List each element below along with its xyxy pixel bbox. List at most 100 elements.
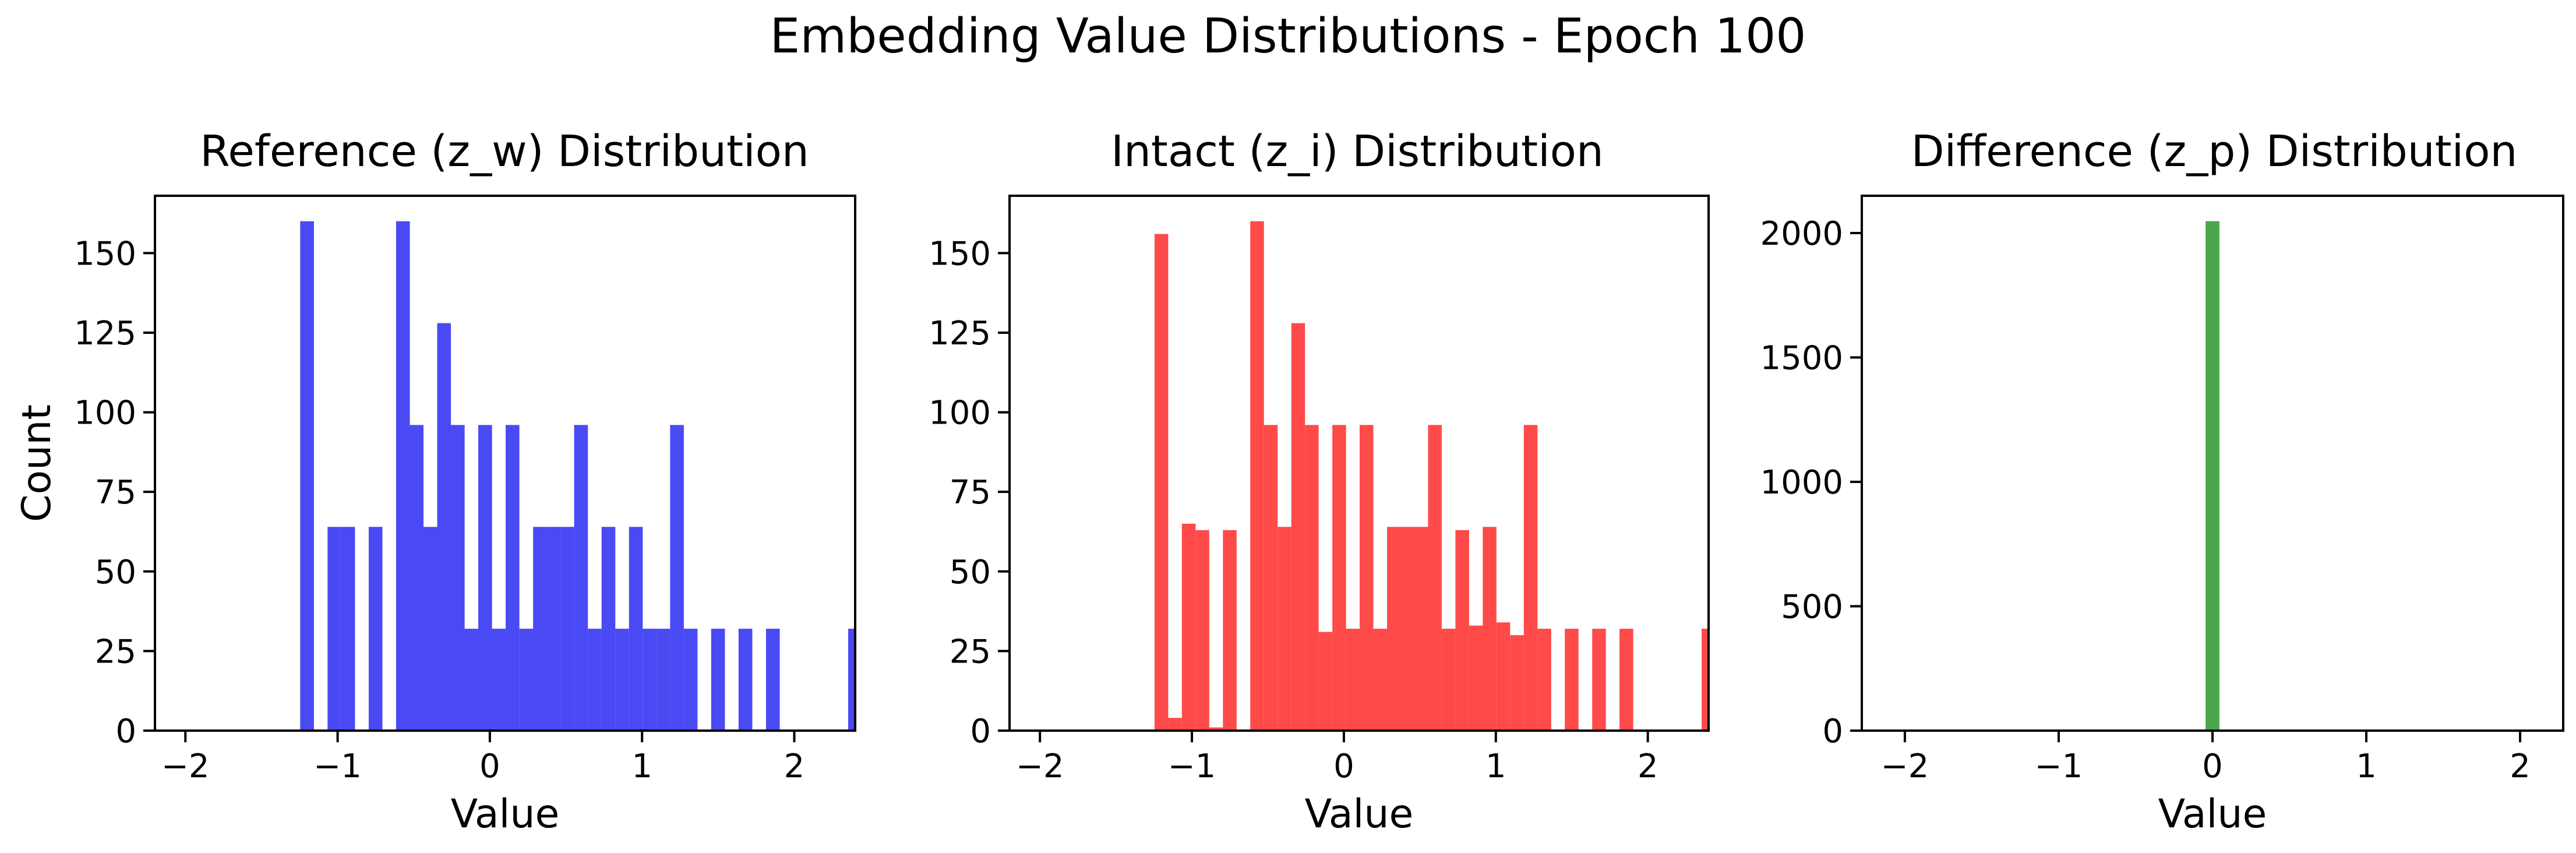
histogram-bar	[765, 629, 780, 731]
histogram-bar	[588, 629, 602, 731]
y-axis-ticks: 0 500 1000 1500 2000	[1760, 215, 1862, 750]
histogram-bar	[1496, 622, 1511, 731]
histogram-bar	[1702, 629, 1709, 731]
histogram-bar	[1223, 530, 1237, 731]
histogram-bar	[506, 425, 520, 731]
panel-title: Intact (z_i) Distribution	[1111, 126, 1604, 177]
plot-frame	[1861, 195, 2564, 732]
histogram-bar	[341, 527, 355, 731]
histogram-bar	[1250, 221, 1264, 731]
x-tick-label: −1	[1168, 748, 1216, 785]
y-tick-label: 0	[1822, 713, 1843, 750]
histogram-bar	[1619, 629, 1633, 731]
y-tick-label: 25	[95, 633, 136, 671]
panel-intact: Intact (z_i) Distribution 0 25 50 75 100 125 1…	[929, 126, 1710, 837]
histogram-bar	[1428, 425, 1442, 731]
histogram-bar	[423, 527, 437, 731]
plot-frame	[154, 195, 856, 732]
y-tick-label: 50	[950, 554, 991, 591]
x-tick-label: 1	[2356, 748, 2377, 785]
histogram-bar	[327, 527, 341, 731]
x-tick-label: 0	[2202, 748, 2223, 785]
histogram-bar	[629, 527, 643, 731]
panel-title: Difference (z_p) Distribution	[1911, 126, 2518, 177]
histogram-bar	[1387, 527, 1401, 731]
histogram-bar	[1523, 425, 1538, 731]
x-axis-label: Value	[451, 791, 560, 837]
histogram-bar	[2206, 221, 2219, 731]
histogram-bar	[643, 629, 657, 731]
bar-group	[2206, 221, 2219, 731]
bar-group	[300, 221, 855, 731]
y-tick-label: 125	[74, 315, 136, 353]
x-axis-label: Value	[1305, 791, 1414, 837]
histogram-bar	[1209, 727, 1223, 731]
histogram-bar	[478, 425, 492, 731]
x-tick-label: −2	[1016, 748, 1064, 785]
y-axis-ticks: 0 25 50 75 100 125 150	[929, 235, 1010, 750]
histogram-bar	[656, 629, 671, 731]
histogram-bar	[546, 527, 561, 731]
histogram-bar	[711, 629, 725, 731]
x-tick-label: 1	[631, 748, 652, 785]
histogram-bar	[410, 425, 424, 731]
y-tick-label: 150	[929, 235, 991, 273]
x-tick-label: −1	[313, 748, 362, 785]
histogram-bar	[1318, 632, 1333, 731]
histogram-bar	[683, 629, 698, 731]
y-tick-label: 100	[74, 394, 136, 432]
histogram-bar	[1441, 629, 1456, 731]
x-tick-label: −1	[2035, 748, 2083, 785]
histogram-bar	[368, 527, 383, 731]
histogram-bar	[848, 629, 855, 731]
x-tick-label: 0	[479, 748, 500, 785]
panel-reference: Reference (z_w) Distribution 0 25 50 75 100 1…	[14, 126, 856, 837]
y-tick-label: 500	[1781, 588, 1843, 626]
histogram-bar	[1264, 425, 1278, 731]
histogram-bar	[1455, 530, 1469, 731]
x-axis-ticks: −2 −1 0 1 2	[1016, 731, 1658, 785]
x-tick-label: 2	[2510, 748, 2531, 785]
y-tick-label: 125	[929, 315, 991, 353]
y-tick-label: 1500	[1760, 340, 1843, 378]
histogram-bar	[574, 425, 588, 731]
y-tick-label: 150	[74, 235, 136, 273]
y-tick-label: 0	[115, 713, 136, 750]
histogram-bar	[1181, 523, 1196, 731]
y-tick-label: 0	[970, 713, 991, 750]
histogram-bar	[601, 527, 616, 731]
x-axis-ticks: −2 −1 0 1 2	[1881, 731, 2531, 785]
histogram-bar	[615, 629, 629, 731]
panel-difference: Difference (z_p) Distribution 0 500 1000 15…	[1760, 126, 2564, 837]
histogram-bar	[437, 323, 451, 731]
histogram-bar	[492, 629, 506, 731]
histogram-bar	[1565, 629, 1579, 731]
histogram-bar	[1360, 425, 1374, 731]
histogram-bar	[300, 221, 314, 731]
histogram-bar	[1346, 629, 1360, 731]
histogram-bar	[670, 425, 684, 731]
figure-suptitle: Embedding Value Distributions - Epoch 10…	[770, 9, 1806, 64]
y-tick-label: 2000	[1760, 215, 1843, 253]
histogram-bar	[1592, 629, 1606, 731]
histogram-bar	[396, 221, 410, 731]
x-tick-label: 2	[1638, 748, 1658, 785]
x-tick-label: −2	[1881, 748, 1929, 785]
y-tick-label: 75	[95, 474, 136, 512]
y-tick-label: 100	[929, 394, 991, 432]
histogram-bar	[1195, 530, 1209, 731]
x-axis-label: Value	[2158, 791, 2267, 837]
histogram-bar	[1537, 629, 1551, 731]
y-tick-label: 50	[95, 554, 136, 591]
x-tick-label: −2	[161, 748, 210, 785]
histogram-bar	[1291, 323, 1305, 731]
x-tick-label: 0	[1333, 748, 1354, 785]
y-tick-label: 25	[950, 633, 991, 671]
y-tick-label: 1000	[1760, 464, 1843, 502]
x-axis-ticks: −2 −1 0 1 2	[161, 731, 804, 785]
histogram-bar	[1510, 635, 1524, 731]
y-tick-label: 75	[950, 474, 991, 512]
y-axis-label: Count	[14, 404, 60, 522]
x-tick-label: 2	[784, 748, 805, 785]
histogram-bar	[1278, 527, 1291, 731]
